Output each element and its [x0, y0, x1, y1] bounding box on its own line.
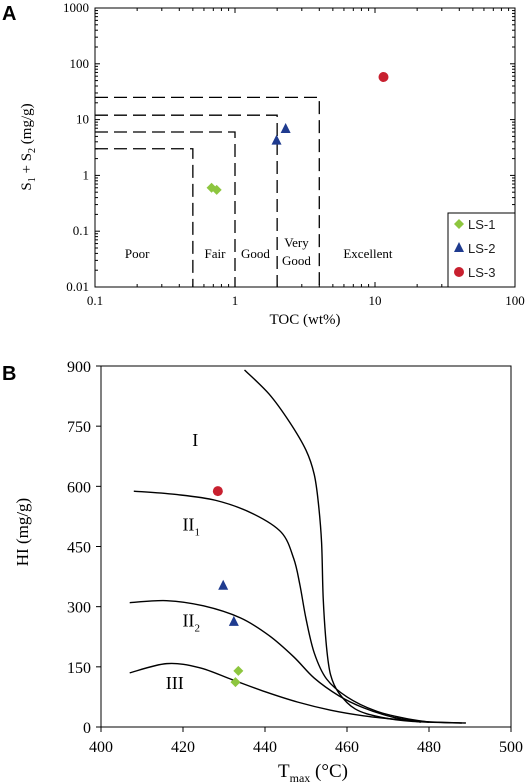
data-point-ls-1 — [230, 677, 241, 688]
class-label: Fair — [205, 246, 227, 261]
legend-marker — [454, 242, 464, 252]
zone-label: I — [192, 430, 198, 450]
boundary-line-0 — [95, 148, 194, 287]
y-tick-label: 0.1 — [73, 223, 89, 238]
y-tick-label: 150 — [67, 660, 91, 677]
y-tick-label: 750 — [67, 419, 91, 436]
class-label: Excellent — [343, 246, 392, 261]
data-point-ls-1 — [211, 184, 222, 195]
x-tick-label: 420 — [171, 739, 195, 756]
legend-entry: LS-1 — [468, 217, 495, 232]
legend-entry: LS-3 — [468, 265, 495, 280]
panel-a-y-axis-label: S1 + S2 (mg/g) — [19, 103, 38, 190]
panel-b-x-axis-label: Tmax (°C) — [278, 761, 348, 783]
panel-b: B 400 420 440 460 480 5000150300450600750900 … — [2, 359, 523, 783]
class-label: Good — [241, 246, 270, 261]
y-tick-label: 100 — [70, 56, 90, 71]
class-label: Good — [282, 253, 311, 268]
boundary-curve-1 — [133, 490, 430, 723]
x-tick-label: 0.1 — [87, 293, 103, 308]
zone-label: II1 — [182, 514, 200, 538]
x-tick-label: 480 — [417, 739, 441, 756]
y-tick-label: 450 — [67, 540, 91, 557]
x-tick-label: 10 — [369, 293, 382, 308]
panel-a-x-axis-label: TOC (wt%) — [270, 312, 341, 328]
panel-a-plot-frame — [94, 7, 516, 288]
class-label: Very — [284, 235, 309, 250]
zone-label: II2 — [182, 611, 200, 635]
y-tick-label: 1 — [83, 167, 90, 182]
boundary-curve-0 — [244, 369, 462, 724]
data-point-ls-2 — [218, 579, 229, 590]
x-tick-label: 1 — [232, 293, 239, 308]
x-tick-label: 100 — [505, 293, 525, 308]
boundary-line-2 — [95, 114, 278, 287]
y-tick-label: 0.01 — [66, 279, 89, 294]
panel-a-points — [206, 72, 389, 195]
panel-b-ticks: 400 420 440 460 480 500 0 150 300 450 600 750 900 — [67, 359, 523, 756]
x-tick-label: 500 — [499, 739, 523, 756]
panel-b-plot-frame — [100, 365, 512, 728]
data-point-ls-3 — [212, 486, 223, 497]
data-point-ls-2 — [228, 615, 239, 626]
x-tick-label: 460 — [335, 739, 359, 756]
zone-label: III — [166, 673, 184, 693]
legend-marker — [454, 267, 464, 277]
panel-a-letter: A — [2, 3, 16, 25]
data-point-ls-3 — [378, 72, 389, 83]
panel-b-points — [212, 486, 244, 688]
class-label: Poor — [125, 246, 150, 261]
panel-b-zone-labels: I II1 II2 III — [166, 430, 200, 693]
panel-b-letter: B — [2, 363, 16, 385]
boundary-line-1 — [95, 131, 236, 287]
panel-a-class-labels: Poor Fair Good Very Good Excellent — [125, 235, 393, 268]
boundary-curve-2 — [129, 599, 421, 723]
data-point-ls-1 — [233, 665, 244, 676]
y-tick-label: 0 — [83, 720, 91, 737]
y-tick-label: 600 — [67, 479, 91, 496]
legend-marker — [454, 219, 464, 229]
y-tick-label: 10 — [76, 112, 89, 127]
panel-a-legend: LS-1 LS-2 LS-3 — [447, 212, 516, 288]
x-tick-label: 440 — [253, 739, 277, 756]
data-point-ls-2 — [271, 134, 282, 145]
legend-entry: LS-2 — [468, 241, 495, 256]
panel-b-y-axis-label: HI (mg/g) — [13, 498, 32, 566]
y-tick-label: 1000 — [63, 0, 89, 15]
y-tick-label: 300 — [67, 600, 91, 617]
boundary-curve-3 — [129, 662, 466, 724]
x-tick-label: 400 — [89, 739, 113, 756]
panel-b-boundary-curves — [129, 369, 466, 724]
panel-a-boundaries — [95, 96, 320, 287]
boundary-line-3 — [95, 96, 320, 287]
data-point-ls-2 — [280, 122, 291, 133]
y-tick-label: 900 — [67, 359, 91, 376]
